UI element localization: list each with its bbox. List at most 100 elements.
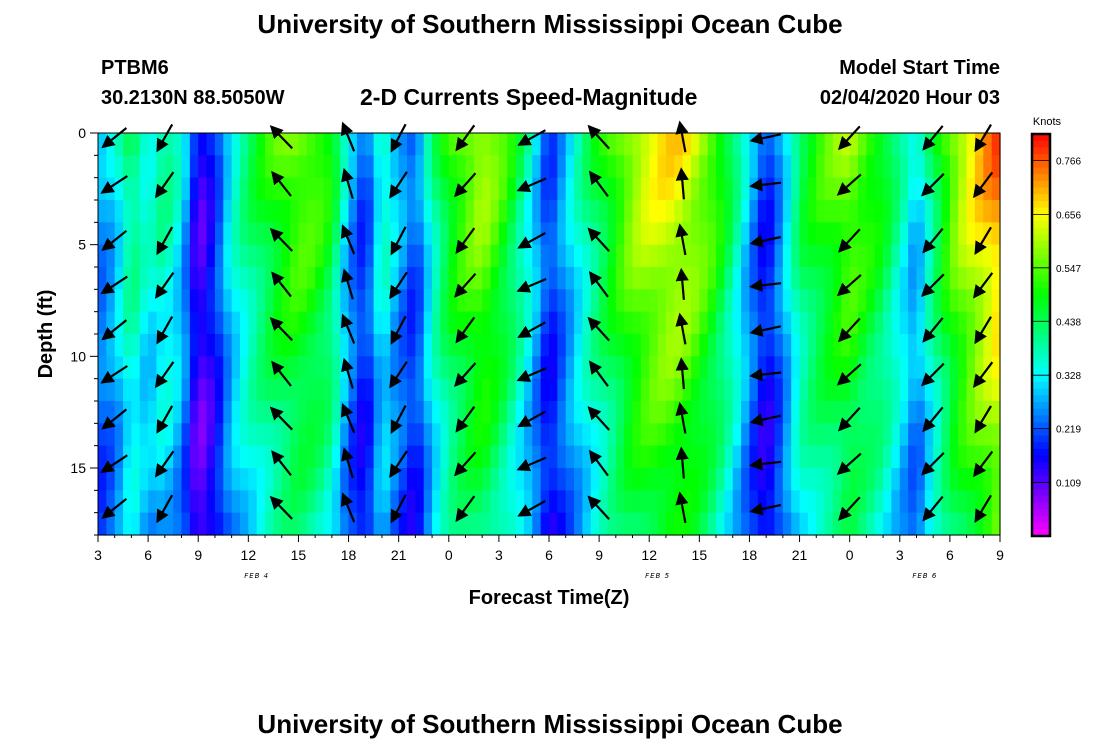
heatmap-cell [390, 311, 400, 335]
heatmap-cell [298, 222, 308, 246]
heatmap-cell [173, 133, 183, 156]
heatmap-cell [766, 244, 776, 268]
heatmap-cell [640, 401, 650, 424]
heatmap-cell [173, 490, 183, 514]
heatmap-cell [949, 356, 959, 380]
heatmap-cell [582, 445, 592, 469]
heatmap-cell [373, 423, 383, 447]
heatmap-cell [657, 244, 667, 268]
heatmap-cell [782, 334, 792, 357]
heatmap-cell [465, 155, 475, 179]
heatmap-cell [281, 334, 291, 357]
heatmap-cell [574, 155, 584, 179]
heatmap-cell [248, 311, 258, 335]
heatmap-cell [407, 356, 416, 380]
heatmap-cell [649, 334, 659, 357]
heatmap-cell [874, 334, 884, 357]
heatmap-cell [565, 468, 575, 491]
current-vector [269, 227, 293, 252]
heatmap-cell [974, 490, 984, 514]
current-vector [974, 316, 992, 345]
heatmap-cell [465, 289, 475, 313]
heatmap-cell [832, 490, 842, 514]
heatmap-cell [624, 244, 634, 268]
heatmap-cell [214, 445, 224, 469]
heatmap-cell [582, 378, 592, 402]
heatmap-cell [791, 490, 801, 514]
heatmap-cell [799, 468, 809, 491]
heatmap-cell [540, 378, 550, 402]
current-vector [389, 450, 408, 478]
heatmap-cell [832, 222, 842, 246]
heatmap-cell [248, 177, 258, 201]
heatmap-cell [941, 155, 951, 179]
heatmap-cell [716, 423, 725, 447]
heatmap-cell [791, 356, 801, 380]
heatmap-cell [156, 267, 166, 290]
heatmap-cell [716, 490, 725, 514]
colorbar-tick-label: 0.219 [1056, 425, 1081, 436]
current-vector [838, 407, 861, 432]
heatmap-cell [766, 356, 776, 380]
heatmap-cell [632, 289, 642, 313]
heatmap-cell [523, 177, 533, 201]
heatmap-cell [273, 468, 283, 491]
heatmap-cell [582, 267, 592, 290]
colorbar-swatch [1032, 247, 1050, 256]
heatmap-cell [916, 133, 926, 156]
heatmap-cell [599, 490, 609, 514]
heatmap-cell [766, 133, 776, 156]
heatmap-cell [791, 222, 801, 246]
colorbar-swatch [1032, 348, 1050, 356]
heatmap-cell [807, 267, 817, 290]
heatmap-cell [448, 468, 458, 491]
heatmap-cell [473, 289, 483, 313]
heatmap-cell [440, 222, 450, 246]
heatmap-cell [214, 289, 224, 313]
heatmap-cell [565, 445, 575, 469]
heatmap-cell [373, 244, 383, 268]
heatmap-cell [916, 512, 926, 536]
heatmap-cell [148, 445, 158, 469]
heatmap-cell [390, 155, 400, 179]
heatmap-cell [707, 267, 717, 290]
heatmap-cell [799, 200, 809, 223]
heatmap-cell [624, 401, 634, 424]
heatmap-cell [933, 155, 943, 179]
heatmap-cell [106, 401, 116, 424]
heatmap-cell [966, 512, 976, 536]
heatmap-cell [148, 289, 158, 313]
heatmap-cell [123, 445, 133, 469]
heatmap-cell [974, 311, 984, 335]
colorbar-swatch [1032, 234, 1050, 242]
heatmap-cell [749, 133, 759, 156]
heatmap-cell [866, 378, 876, 402]
heatmap-cell [340, 200, 350, 223]
heatmap-cell [482, 378, 492, 402]
heatmap-cell [423, 200, 433, 223]
heatmap-cell [356, 222, 366, 246]
x-tick-label: 12 [641, 547, 657, 563]
heatmap-cell [323, 177, 333, 201]
heatmap-cell [941, 490, 951, 514]
heatmap-cell [131, 512, 141, 536]
heatmap-cell [507, 267, 517, 290]
heatmap-cell [724, 289, 734, 313]
heatmap-cell [407, 401, 416, 424]
heatmap-cell [624, 490, 634, 514]
heatmap-cell [690, 356, 700, 380]
heatmap-cell [114, 378, 124, 402]
heatmap-cell [941, 378, 951, 402]
heatmap-cell [323, 267, 333, 290]
heatmap-cell [732, 244, 742, 268]
heatmap-cell [448, 423, 458, 447]
heatmap-cell [858, 445, 867, 469]
heatmap-cell [198, 401, 208, 424]
heatmap-cell [440, 423, 450, 447]
heatmap-cell [231, 490, 241, 514]
heatmap-cell [148, 334, 158, 357]
heatmap-cell [473, 267, 483, 290]
heatmap-cell [791, 133, 801, 156]
heatmap-cell [356, 334, 366, 357]
heatmap-cell [657, 200, 667, 223]
